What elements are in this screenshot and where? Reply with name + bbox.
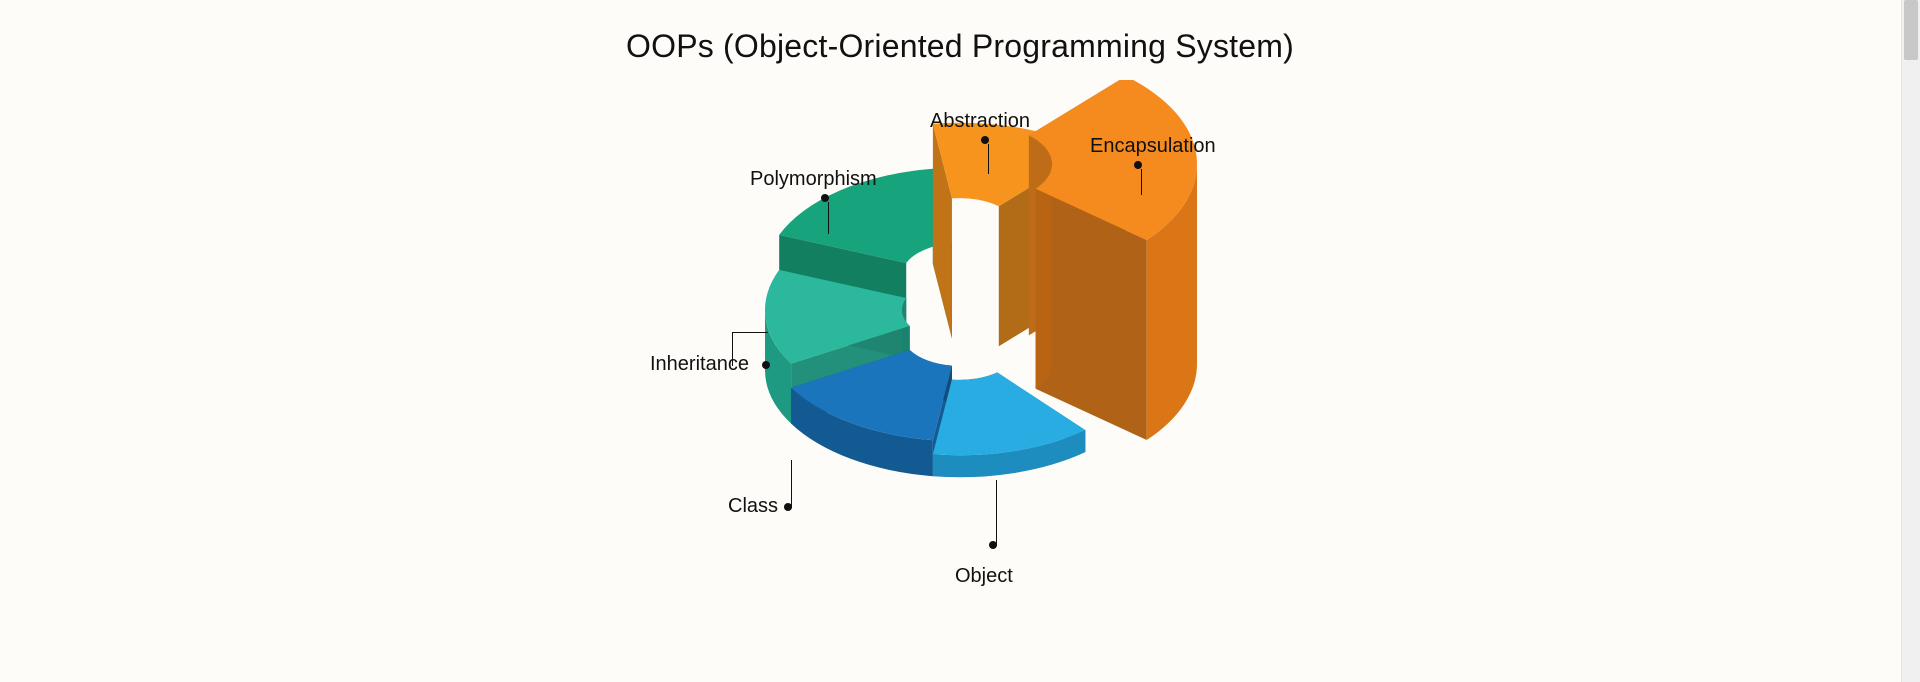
callout-line [732,332,768,333]
callout-line [828,202,829,234]
callout-dot [821,194,829,202]
callout-dot [784,503,792,511]
scrollbar-thumb[interactable] [1904,0,1918,60]
callout-dot [762,361,770,369]
callout-dot [1134,161,1142,169]
label-class: Class [728,495,778,518]
label-inheritance: Inheritance [650,353,749,376]
label-abstraction: Abstraction [930,110,1030,133]
page-title: OOPs (Object-Oriented Programming System… [0,28,1920,65]
oop-donut-diagram: Object Class Inheritance Polymorphism Abstra… [610,80,1310,640]
callout-line [996,480,997,546]
segment-side [1036,164,1052,389]
callout-line [791,460,792,508]
callout-line [1141,169,1142,195]
callout-line [988,144,989,174]
label-object: Object [955,565,1013,588]
label-encapsulation: Encapsulation [1090,135,1216,158]
label-polymorphism: Polymorphism [750,168,877,191]
vertical-scrollbar[interactable] [1901,0,1920,682]
callout-dot [989,541,997,549]
callout-dot [981,136,989,144]
